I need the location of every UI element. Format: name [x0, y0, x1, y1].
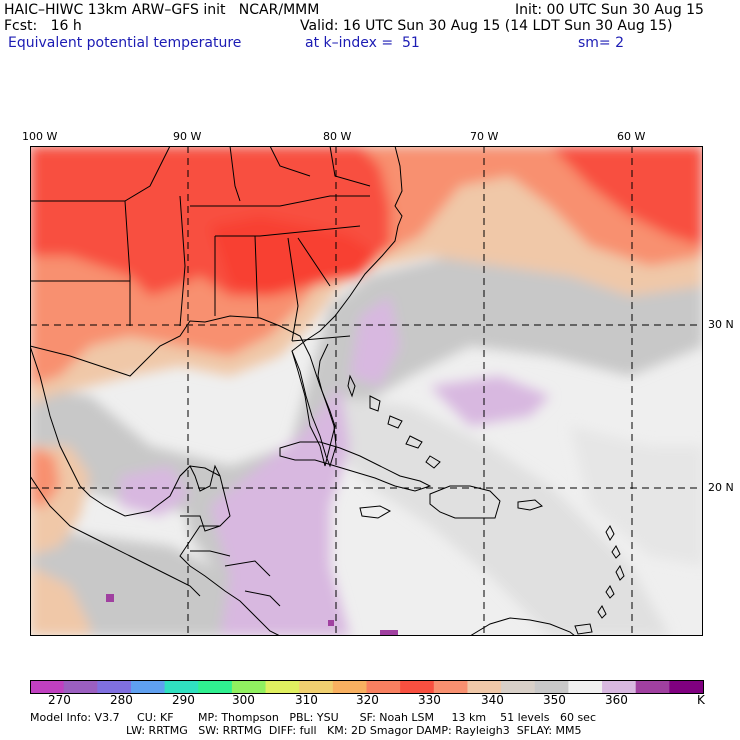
- colorbar: [30, 680, 704, 694]
- colorbar-frame: [30, 680, 704, 694]
- lon-label-80w: 80 W: [323, 130, 352, 143]
- coastlines: [30, 146, 625, 636]
- colorbar-label-350: 350: [543, 693, 566, 707]
- colorbar-cell: [265, 680, 300, 694]
- field-name: Equivalent potential temperature: [8, 35, 242, 51]
- colorbar-cell: [602, 680, 637, 694]
- shaded-field: [30, 146, 703, 636]
- colorbar-unit: K: [697, 693, 705, 707]
- colorbar-cell: [63, 680, 98, 694]
- colorbar-cell: [164, 680, 199, 694]
- colorbar-cell: [467, 680, 502, 694]
- purple-patch: [106, 594, 114, 602]
- colorbar-cell: [97, 680, 132, 694]
- colorbar-label-360: 360: [605, 693, 628, 707]
- valid-time: Valid: 16 UTC Sun 30 Aug 15 (14 LDT Sun …: [300, 18, 673, 34]
- lon-label-70w: 70 W: [470, 130, 499, 143]
- theta-e-map: [30, 146, 703, 636]
- colorbar-cell: [30, 680, 65, 694]
- purple-patch: [380, 630, 398, 636]
- model-title: HAIC–HIWC 13km ARW–GFS init NCAR/MMM: [4, 2, 320, 18]
- colorbar-label-340: 340: [481, 693, 504, 707]
- colorbar-label-320: 320: [356, 693, 379, 707]
- colorbar-cell: [198, 680, 233, 694]
- colorbar-cell: [501, 680, 536, 694]
- lon-label-100w: 100 W: [22, 130, 58, 143]
- purple-patch: [328, 620, 334, 626]
- colorbar-cell: [635, 680, 670, 694]
- lat-label-30n: 30 N: [708, 318, 734, 331]
- lon-label-90w: 90 W: [173, 130, 202, 143]
- colorbar-cell: [669, 680, 704, 694]
- colorbar-label-310: 310: [295, 693, 318, 707]
- model-info-line-2: LW: RRTMG SW: RRTMG DIFF: full KM: 2D Sm…: [126, 724, 582, 737]
- colorbar-cell: [400, 680, 435, 694]
- lat-lon-grid: [30, 146, 703, 636]
- smoothing-label: sm= 2: [578, 35, 625, 51]
- model-info-line-1: Model Info: V3.7 CU: KF MP: Thompson PBL…: [30, 711, 596, 724]
- colorbar-cell: [231, 680, 267, 694]
- lon-label-60w: 60 W: [617, 130, 646, 143]
- forecast-hour: Fcst: 16 h: [4, 18, 82, 34]
- colorbar-cell: [534, 680, 569, 694]
- colorbar-cell: [332, 680, 367, 694]
- colorbar-cell: [433, 680, 468, 694]
- lat-label-20n: 20 N: [708, 481, 734, 494]
- colorbar-label-270: 270: [48, 693, 71, 707]
- colorbar-cell: [130, 680, 166, 694]
- colorbar-label-290: 290: [172, 693, 195, 707]
- level-label: at k–index = 51: [305, 35, 420, 51]
- colorbar-label-300: 300: [232, 693, 255, 707]
- colorbar-label-280: 280: [110, 693, 133, 707]
- colorbar-cell: [366, 680, 401, 694]
- colorbar-label-330: 330: [418, 693, 441, 707]
- colorbar-cell: [568, 680, 603, 694]
- map-frame: [30, 146, 703, 636]
- init-time: Init: 00 UTC Sun 30 Aug 15: [515, 2, 704, 18]
- colorbar-cell: [299, 680, 334, 694]
